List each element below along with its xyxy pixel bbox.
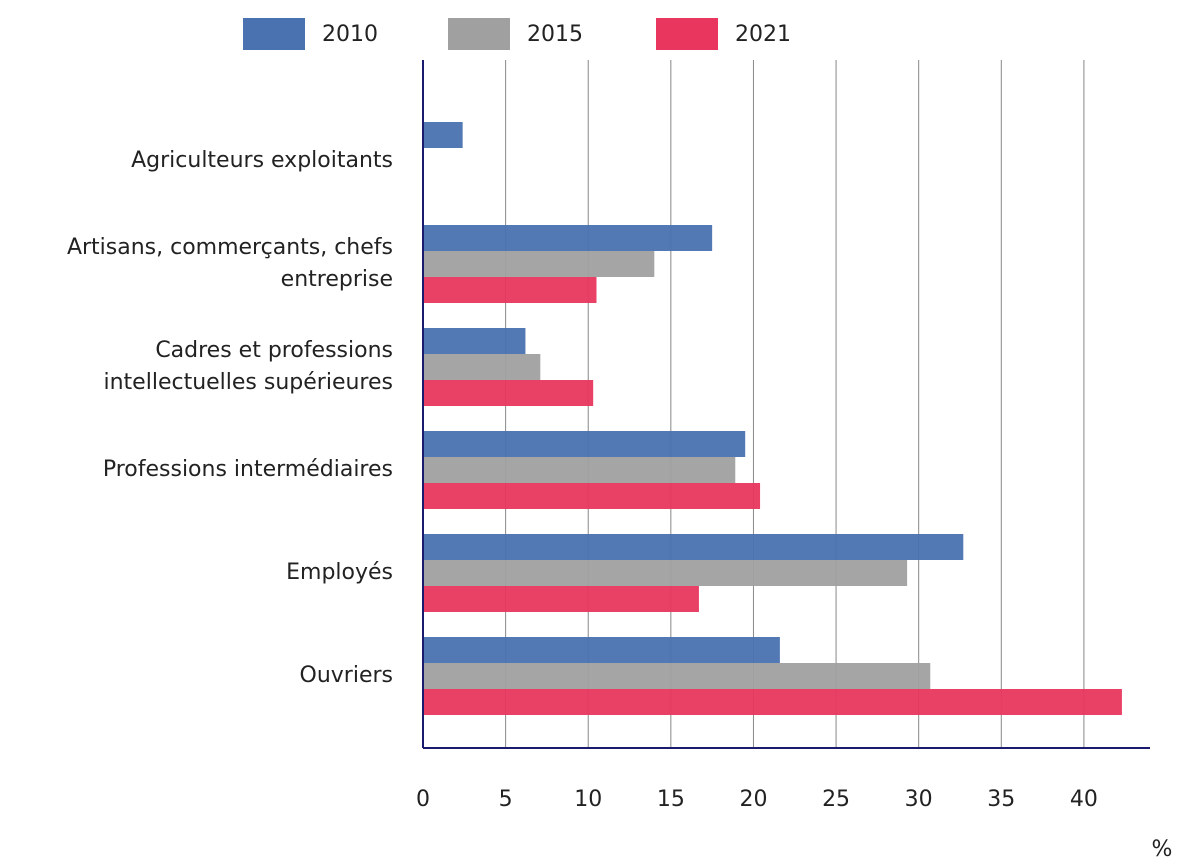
bar [423,689,1122,715]
bar [423,431,746,457]
x-tick-label: 30 [905,787,933,812]
x-tick-label: 10 [574,787,602,812]
y-tick-label: Agriculteurs exploitants [131,148,393,173]
bar [423,457,736,483]
bar [423,637,780,663]
legend-label: 2010 [322,22,378,47]
legend-swatch [656,18,718,50]
bar [423,483,761,509]
x-tick-label: 20 [739,787,767,812]
y-tick-label: Employés [286,560,393,585]
bar [423,251,655,277]
bar [423,663,931,689]
bar [423,354,541,380]
bar [423,277,597,303]
x-axis-label: % [1152,837,1173,862]
y-tick-label: Ouvriers [299,663,393,688]
x-tick-label: 35 [987,787,1015,812]
x-tick-label: 25 [822,787,850,812]
bar [423,122,463,148]
bar [423,225,713,251]
bar [423,560,908,586]
x-tick-label: 15 [657,787,685,812]
bar [423,328,526,354]
x-tick-label: 0 [416,787,430,812]
x-tick-label: 40 [1070,787,1098,812]
legend-label: 2021 [735,22,791,47]
y-tick-label: Artisans, commerçants, chefs entreprise [66,235,393,292]
legend-label: 2015 [527,22,583,47]
y-tick-label: Cadres et professions intellectuelles su… [103,338,394,395]
legend-swatch [448,18,510,50]
bar [423,586,699,612]
legend-swatch [243,18,305,50]
bar [423,380,594,406]
bar [423,534,964,560]
x-tick-label: 5 [499,787,513,812]
y-tick-label: Professions intermédiaires [102,457,393,482]
